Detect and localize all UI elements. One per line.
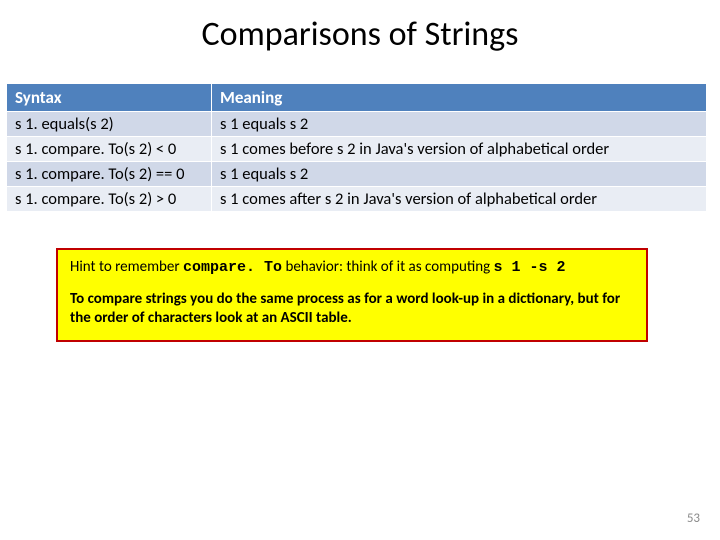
cell-syntax: s 1. compare. To(s 2) == 0 bbox=[7, 162, 212, 187]
hint-line-1: Hint to remember compare. To behavior: t… bbox=[70, 258, 634, 276]
cell-syntax: s 1. compare. To(s 2) < 0 bbox=[7, 137, 212, 162]
table-row: s 1. compare. To(s 2) == 0 s 1 equals s … bbox=[7, 162, 707, 187]
cell-meaning: s 1 equals s 2 bbox=[212, 112, 707, 137]
cell-meaning: s 1 comes before s 2 in Java's version o… bbox=[212, 137, 707, 162]
hint-box: Hint to remember compare. To behavior: t… bbox=[56, 248, 648, 342]
hint-mid: behavior: think of it as computing bbox=[282, 258, 494, 276]
cell-meaning: s 1 comes after s 2 in Java's version of… bbox=[212, 187, 707, 212]
hint-line-2: To compare strings you do the same proce… bbox=[70, 290, 634, 328]
comparison-table: Syntax Meaning s 1. equals(s 2) s 1 equa… bbox=[6, 83, 707, 212]
hint-prefix: Hint to remember bbox=[70, 258, 183, 276]
page-title: Comparisons of Strings bbox=[0, 0, 720, 83]
col-header-meaning: Meaning bbox=[212, 84, 707, 112]
cell-meaning: s 1 equals s 2 bbox=[212, 162, 707, 187]
hint-expression: s 1 -s 2 bbox=[494, 259, 566, 276]
cell-syntax: s 1. equals(s 2) bbox=[7, 112, 212, 137]
table-header-row: Syntax Meaning bbox=[7, 84, 707, 112]
table-row: s 1. compare. To(s 2) > 0 s 1 comes afte… bbox=[7, 187, 707, 212]
table-row: s 1. compare. To(s 2) < 0 s 1 comes befo… bbox=[7, 137, 707, 162]
hint-code: compare. To bbox=[183, 259, 282, 276]
table-row: s 1. equals(s 2) s 1 equals s 2 bbox=[7, 112, 707, 137]
cell-syntax: s 1. compare. To(s 2) > 0 bbox=[7, 187, 212, 212]
col-header-syntax: Syntax bbox=[7, 84, 212, 112]
page-number: 53 bbox=[687, 511, 700, 526]
